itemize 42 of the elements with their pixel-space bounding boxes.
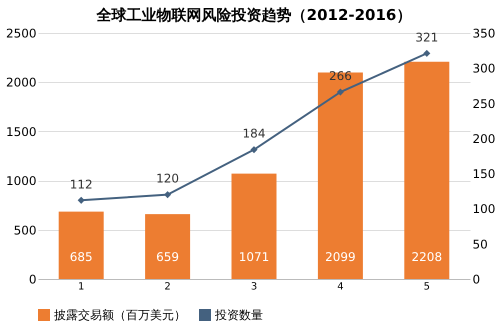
y2-tick-label: 350 [472,26,496,40]
data-label: 659 [156,250,180,264]
y2-tick-label: 300 [472,62,496,76]
data-label: 112 [70,177,93,192]
y-tick-label: 1500 [6,124,36,139]
point [423,50,430,57]
data-label: 321 [415,30,438,44]
y2-tick-label: 150 [472,167,496,182]
bar [232,174,276,279]
point [336,88,344,96]
chart-title: 全球工业物联网风险投资趋势（2012-2016） [96,6,412,24]
x-tick-label: 2 [164,282,171,292]
data-label: 120 [156,172,180,186]
data-label: 266 [328,69,352,84]
data-label: 685 [70,250,93,264]
y-tick-label: 0 [28,272,36,286]
point [250,146,258,154]
x-tick-label: 3 [250,282,258,292]
bar [404,62,450,279]
y-tick-label: 500 [14,223,36,238]
data-label: 184 [242,126,266,141]
x-tick-label: 1 [78,282,84,292]
y-tick-label: 2000 [6,76,36,90]
y2-tick-label: 200 [472,132,496,146]
data-label: 1071 [238,250,270,264]
data-label: 2099 [325,250,356,264]
y2-tick-label: 100 [472,202,496,216]
x-tick-label: 5 [424,282,430,292]
legend-label: 投资数量 [214,308,263,322]
bar [58,212,104,279]
y-tick-label: 1000 [6,174,36,188]
x-tick-label: 4 [337,282,344,292]
y2-tick-label: 250 [472,96,496,111]
bar [318,72,363,279]
data-label: 2208 [412,250,442,264]
point [164,191,172,198]
y-tick-label: 2500 [6,26,36,40]
y2-tick-label: 0 [472,272,480,286]
legend-label: 披露交易额（百万美元） [54,308,186,322]
bar [145,214,190,279]
point [78,196,85,204]
y2-tick-label: 50 [472,237,488,252]
